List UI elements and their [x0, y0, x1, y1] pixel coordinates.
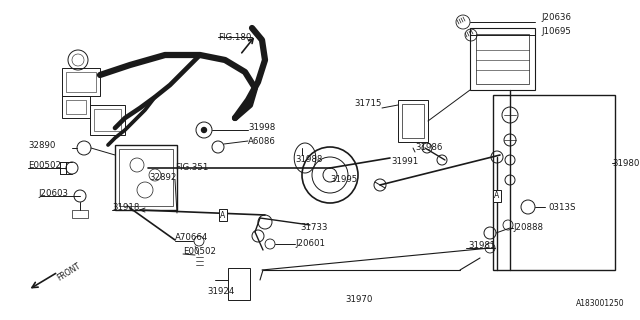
Bar [94, 109, 121, 131]
Bar [62, 96, 90, 118]
Bar [493, 95, 615, 270]
Text: 32890: 32890 [28, 140, 56, 149]
Text: 31715: 31715 [355, 100, 382, 108]
Text: 31970: 31970 [345, 295, 372, 305]
Text: J20603: J20603 [38, 189, 68, 198]
Text: A: A [494, 191, 500, 201]
Text: 0313S: 0313S [548, 204, 575, 212]
Text: 31733: 31733 [300, 222, 328, 231]
Bar [470, 28, 535, 90]
Bar [402, 104, 424, 138]
Text: E00502: E00502 [28, 162, 61, 171]
Text: 31988: 31988 [295, 156, 323, 164]
Bar [62, 68, 100, 96]
Text: 31918: 31918 [112, 204, 140, 212]
Text: 31981: 31981 [468, 242, 495, 251]
Bar [115, 145, 177, 210]
Text: J20888: J20888 [513, 223, 543, 233]
Text: A6086: A6086 [248, 137, 276, 146]
Text: FIG.180: FIG.180 [218, 33, 252, 42]
Text: 31980: 31980 [612, 158, 639, 167]
Text: 31991: 31991 [391, 157, 419, 166]
Text: A70664: A70664 [175, 234, 209, 243]
Text: 31995: 31995 [330, 175, 357, 185]
Text: 32892: 32892 [149, 173, 177, 182]
Text: FRONT: FRONT [56, 261, 83, 283]
Bar [476, 34, 529, 84]
Bar [66, 100, 86, 114]
Text: 31924: 31924 [207, 286, 234, 295]
Bar [72, 210, 88, 218]
Bar [66, 72, 96, 92]
Text: FIG.351: FIG.351 [175, 164, 209, 172]
Text: J10695: J10695 [541, 28, 571, 36]
Text: A: A [220, 211, 226, 220]
Text: 31998: 31998 [248, 124, 275, 132]
Bar [90, 105, 125, 135]
Text: 31986: 31986 [415, 143, 442, 153]
Bar [119, 149, 173, 206]
Bar [228, 268, 250, 300]
Text: J20636: J20636 [541, 13, 571, 22]
Circle shape [202, 127, 207, 132]
Bar [398, 100, 428, 142]
Text: E00502: E00502 [183, 247, 216, 257]
Text: J20601: J20601 [295, 238, 325, 247]
Text: A183001250: A183001250 [577, 299, 625, 308]
